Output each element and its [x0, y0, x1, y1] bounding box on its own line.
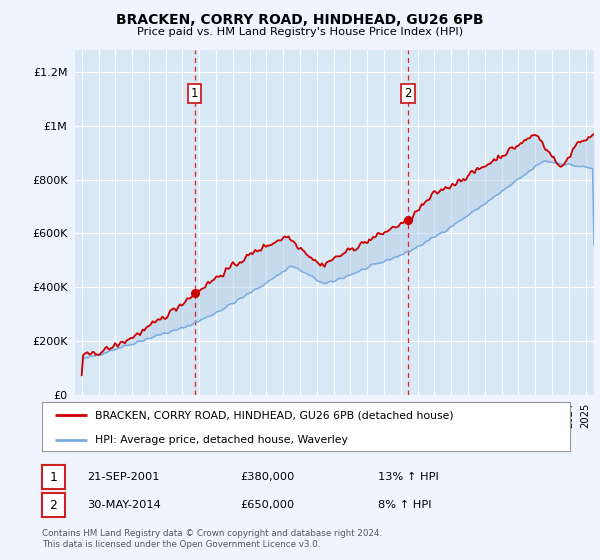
Text: Contains HM Land Registry data © Crown copyright and database right 2024.
This d: Contains HM Land Registry data © Crown c…	[42, 529, 382, 549]
Text: 13% ↑ HPI: 13% ↑ HPI	[378, 472, 439, 482]
Text: Price paid vs. HM Land Registry's House Price Index (HPI): Price paid vs. HM Land Registry's House …	[137, 27, 463, 37]
Text: 21-SEP-2001: 21-SEP-2001	[87, 472, 160, 482]
Text: £380,000: £380,000	[240, 472, 295, 482]
Text: HPI: Average price, detached house, Waverley: HPI: Average price, detached house, Wave…	[95, 435, 347, 445]
Text: 2: 2	[404, 87, 412, 100]
Text: 2: 2	[49, 498, 58, 512]
Text: 1: 1	[49, 470, 58, 484]
Text: 30-MAY-2014: 30-MAY-2014	[87, 500, 161, 510]
Text: BRACKEN, CORRY ROAD, HINDHEAD, GU26 6PB: BRACKEN, CORRY ROAD, HINDHEAD, GU26 6PB	[116, 13, 484, 27]
Text: £650,000: £650,000	[240, 500, 294, 510]
Text: BRACKEN, CORRY ROAD, HINDHEAD, GU26 6PB (detached house): BRACKEN, CORRY ROAD, HINDHEAD, GU26 6PB …	[95, 410, 454, 421]
Text: 1: 1	[191, 87, 199, 100]
Text: 8% ↑ HPI: 8% ↑ HPI	[378, 500, 431, 510]
